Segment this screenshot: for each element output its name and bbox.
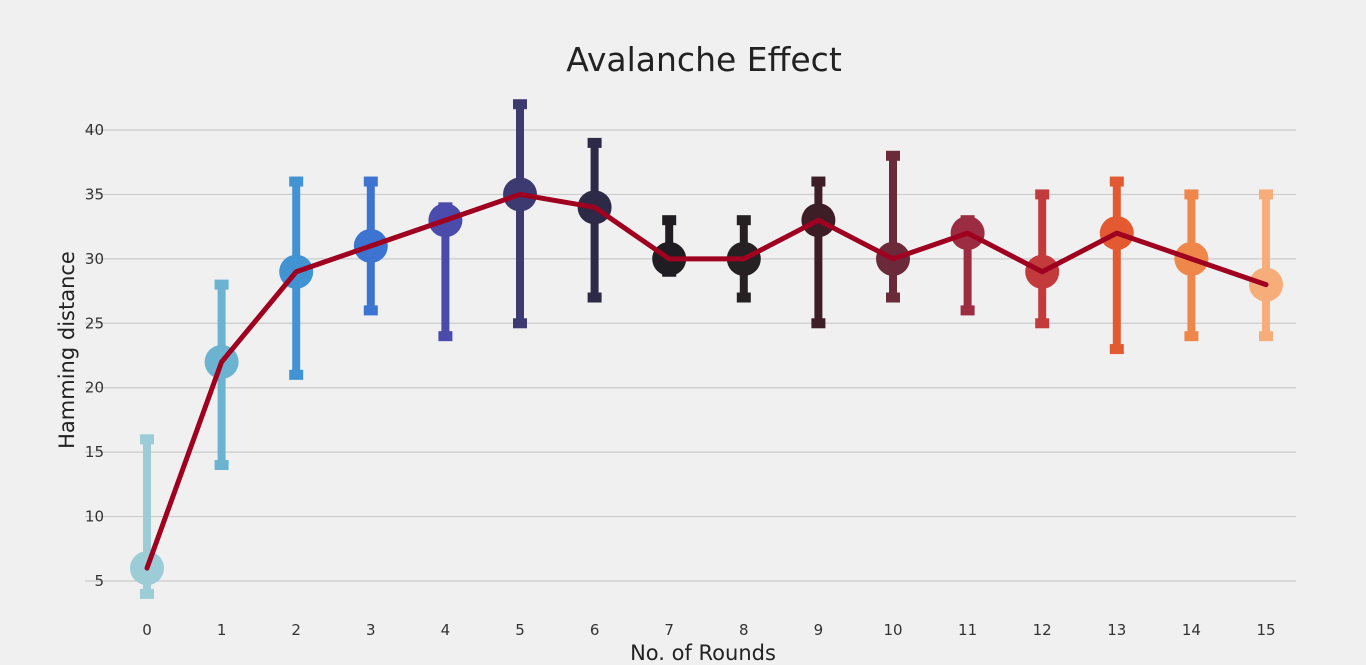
x-tick-label: 1 [217,621,227,639]
y-tick-label: 35 [85,185,104,203]
error-cap-bottom [736,292,751,303]
error-cap-top [513,99,527,110]
x-tick-label: 11 [958,621,977,639]
error-cap-bottom [960,305,975,316]
x-tick-label: 12 [1033,621,1052,639]
x-tick-label: 3 [366,621,376,639]
x-tick-label: 6 [590,621,600,639]
error-cap-bottom [438,331,453,342]
error-cap-bottom [587,292,602,303]
error-cap-top [214,279,229,290]
x-tick-label: 0 [142,621,152,639]
x-tick-labels: 0 1 2 3 4 5 6 7 8 9 10 11 12 13 14 15 [142,621,1275,639]
error-cap-top [289,176,304,187]
error-cap-top [736,215,751,226]
error-cap-top [1184,189,1199,200]
error-cap-bottom [811,318,826,329]
x-tick-label: 4 [441,621,451,639]
x-tick-label: 2 [291,621,301,639]
error-cap-top [140,434,154,445]
y-tick-label: 25 [85,314,104,332]
error-cap-bottom [363,305,378,316]
x-tick-label: 10 [883,621,902,639]
x-tick-label: 13 [1107,621,1126,639]
error-cap-top [1035,189,1050,200]
x-tick-label: 9 [814,621,824,639]
error-cap-bottom [513,318,527,329]
error-cap-top [1259,189,1273,200]
x-tick-label: 14 [1182,621,1201,639]
y-tick-label: 5 [94,572,104,590]
y-tick-label: 10 [85,508,104,526]
error-cap-top [662,215,677,226]
x-tick-label: 15 [1256,621,1275,639]
error-cap-top [886,150,900,161]
series-line [144,191,1269,571]
x-axis-label: No. of Rounds [630,641,776,665]
y-tick-label: 20 [85,379,104,397]
error-cap-bottom [1109,344,1124,355]
y-tick-labels: 5 10 15 20 25 30 35 40 [85,121,104,590]
error-cap-bottom [1184,331,1199,342]
chart-title: Avalanche Effect [566,40,842,79]
error-cap-top [363,176,378,187]
error-cap-bottom [886,292,900,303]
error-cap-bottom [140,588,154,599]
y-axis-label: Hamming distance [55,251,79,449]
error-cap-bottom [1259,331,1273,342]
y-tick-label: 30 [85,250,104,268]
x-tick-label: 5 [515,621,525,639]
error-cap-top [811,176,826,187]
error-cap-top [1109,176,1124,187]
error-cap-bottom [289,369,304,380]
x-tick-label: 7 [664,621,674,639]
error-cap-bottom [1035,318,1050,329]
error-cap-bottom [214,460,229,471]
x-tick-label: 8 [739,621,749,639]
y-tick-label: 15 [85,443,104,461]
y-tick-label: 40 [85,121,104,139]
error-cap-top [587,137,602,148]
series-line-group [144,191,1269,571]
